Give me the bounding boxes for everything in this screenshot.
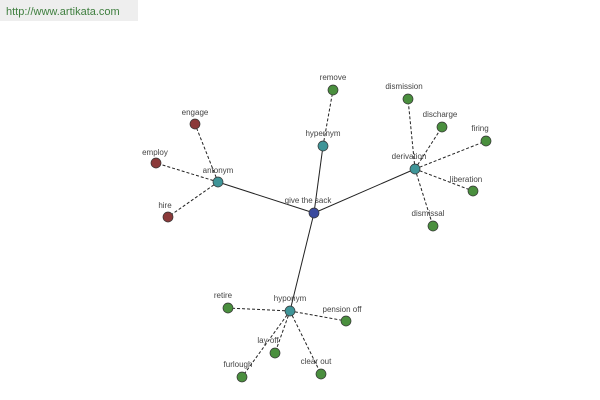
edge [313, 168, 416, 214]
node[interactable] [409, 163, 421, 175]
node[interactable] [162, 211, 174, 223]
edge [313, 145, 324, 214]
node[interactable] [212, 176, 224, 188]
node[interactable] [189, 118, 201, 130]
node-label: hypernym [305, 129, 340, 138]
node-label: lay off [257, 336, 279, 345]
edge [194, 123, 219, 183]
edge [167, 181, 219, 218]
node[interactable] [340, 315, 352, 327]
node[interactable] [317, 140, 329, 152]
node[interactable] [327, 84, 339, 96]
edge [274, 310, 291, 354]
node-label: give the sack [285, 196, 333, 205]
node-label: clear out [301, 357, 332, 366]
node-label: dismission [385, 82, 422, 91]
edge [289, 310, 322, 375]
node-label: engage [182, 108, 209, 117]
node-label: discharge [423, 110, 458, 119]
node-label: pension off [323, 305, 363, 314]
node[interactable] [222, 302, 234, 314]
node-label: liberation [450, 175, 482, 184]
node[interactable] [480, 135, 492, 147]
edge [289, 310, 347, 322]
node-label: derivation [392, 152, 427, 161]
edges [155, 89, 487, 378]
node-label: dismissal [412, 209, 445, 218]
node[interactable] [467, 185, 479, 197]
node-label: firing [471, 124, 488, 133]
node[interactable] [315, 368, 327, 380]
edge [414, 140, 487, 170]
edge [241, 310, 291, 378]
node-label: retire [214, 291, 233, 300]
node-label: remove [320, 73, 347, 82]
edge [227, 307, 291, 312]
edge [217, 181, 315, 214]
node-label: employ [142, 148, 168, 157]
site-url[interactable]: http://www.artikata.com [6, 6, 120, 18]
node[interactable] [402, 93, 414, 105]
edge [414, 126, 443, 170]
edge [407, 98, 416, 170]
edge [322, 89, 334, 147]
node-label: hire [158, 201, 172, 210]
node[interactable] [436, 121, 448, 133]
node[interactable] [427, 220, 439, 232]
nodes: give the sack hypernym remove derivation dis… [142, 73, 492, 383]
node[interactable] [284, 305, 296, 317]
node[interactable] [269, 347, 281, 359]
url-box [0, 0, 138, 21]
node-label: hyponym [274, 294, 307, 303]
node[interactable] [150, 157, 162, 169]
node-label: furlough [224, 360, 253, 369]
edge [289, 212, 315, 312]
node[interactable] [308, 207, 320, 219]
edge [414, 168, 474, 192]
node[interactable] [236, 371, 248, 383]
node-label: antonym [203, 166, 234, 175]
edge [155, 162, 219, 183]
